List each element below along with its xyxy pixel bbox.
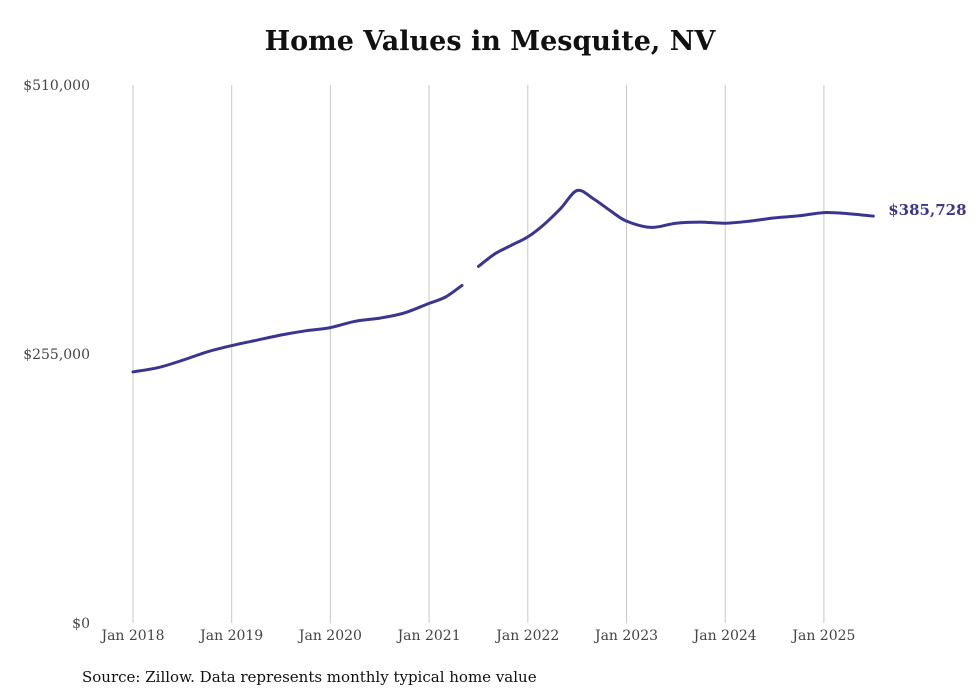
series-line [476,188,875,268]
end-value-label: $385,728 [888,201,966,219]
x-tick-label: Jan 2021 [396,628,461,644]
x-tick-label: Jan 2024 [692,628,757,644]
x-tick-label: Jan 2020 [297,628,362,644]
y-tick-label: $510,000 [23,78,90,94]
y-tick-label: $0 [72,616,90,632]
x-tick-label: Jan 2025 [790,628,855,644]
x-tick-label: Jan 2019 [198,628,263,644]
chart-title: Home Values in Mesquite, NV [264,26,716,57]
x-tick-label: Jan 2022 [494,628,559,644]
y-tick-label: $255,000 [23,347,90,363]
x-tick-label: Jan 2023 [593,628,658,644]
series-line [131,283,464,374]
source-note: Source: Zillow. Data represents monthly … [82,668,537,686]
x-tick-label: Jan 2018 [99,628,164,644]
